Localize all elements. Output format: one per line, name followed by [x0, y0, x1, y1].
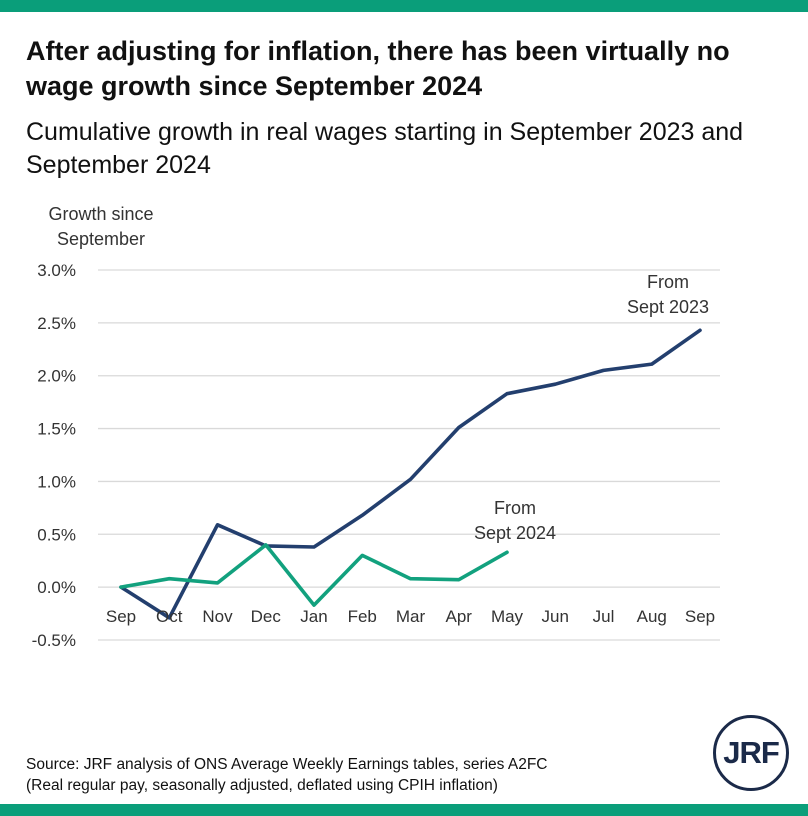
x-tick-label: Apr	[446, 607, 473, 626]
x-tick-label: May	[491, 607, 524, 626]
series-label-sept-2024-line-1: From	[494, 498, 536, 518]
y-tick-label: 1.5%	[37, 420, 76, 439]
y-tick-labels: 3.0% 2.5% 2.0% 1.5% 1.0% 0.5% 0.0% -0.5%	[32, 261, 76, 650]
x-tick-label: Dec	[251, 607, 282, 626]
chart-subtitle: Cumulative growth in real wages starting…	[26, 118, 744, 179]
series-label-sept-2024-line-2: Sept 2024	[474, 523, 556, 543]
x-tick-label: Mar	[396, 607, 426, 626]
series-layer	[119, 328, 702, 620]
series-line-sept-2024	[119, 543, 509, 607]
series-line-sept-2023	[119, 328, 702, 620]
y-axis-label-line-1: Growth since	[48, 204, 154, 224]
x-tick-label: Jul	[593, 607, 615, 626]
y-tick-label: 3.0%	[37, 261, 76, 280]
source-line-1: Source: JRF analysis of ONS Average Week…	[26, 756, 548, 773]
y-tick-label: 0.5%	[37, 525, 76, 544]
y-tick-label: 0.0%	[37, 578, 76, 597]
jrf-logo: JRF	[713, 715, 789, 791]
x-tick-label: Jun	[542, 607, 569, 626]
chart-title: After adjusting for inflation, there has…	[26, 36, 730, 101]
y-axis-label: Growth since September	[26, 202, 176, 252]
x-tick-label: Feb	[348, 607, 377, 626]
x-tick-label: Sep	[106, 607, 136, 626]
x-tick-labels: Sep Oct Nov Dec Jan Feb Mar Apr May Jun Jul Aug Sep	[106, 607, 715, 626]
series-labels: From Sept 2023 From Sept 2024	[474, 272, 709, 543]
bottom-accent-bar	[0, 804, 808, 816]
x-tick-label: Jan	[300, 607, 327, 626]
series-label-sept-2023-line-2: Sept 2023	[627, 297, 709, 317]
top-accent-bar	[0, 0, 808, 12]
x-tick-label: Aug	[637, 607, 667, 626]
grid-layer	[98, 269, 720, 641]
series-label-sept-2023-line-1: From	[647, 272, 689, 292]
y-axis-label-line-2: September	[56, 229, 146, 249]
x-tick-label: Oct	[156, 607, 183, 626]
x-tick-label: Sep	[685, 607, 715, 626]
y-tick-label: 1.0%	[37, 472, 76, 491]
x-tick-label: Nov	[202, 607, 233, 626]
y-tick-label: 2.0%	[37, 367, 76, 386]
source-line-2: (Real regular pay, seasonally adjusted, …	[26, 777, 498, 794]
y-tick-label: 2.5%	[37, 314, 76, 333]
source-note: Source: JRF analysis of ONS Average Week…	[26, 754, 676, 796]
y-tick-label: -0.5%	[32, 631, 76, 650]
